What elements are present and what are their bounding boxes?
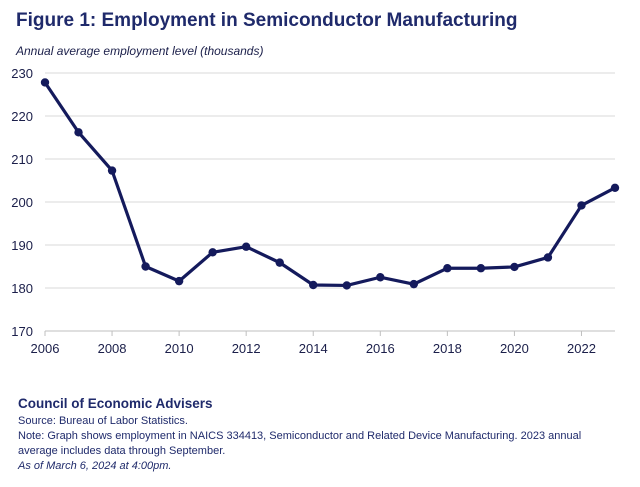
x-tick-label: 2006 [31,341,60,356]
data-point [342,281,351,290]
line-chart: 170 180 190 200 210 220 230 2006 2008 2010 2012 201… [11,66,620,356]
data-point [510,262,519,272]
data-point [409,279,419,289]
y-tick-label: 190 [11,238,33,253]
data-point [174,276,184,286]
y-tick-label: 200 [11,195,33,210]
chart-footer: Council of Economic Advisers Source: Bur… [18,396,618,474]
data-point [107,166,117,175]
series-line [43,80,617,288]
x-tick-label: 2016 [366,341,395,356]
data-point [208,248,217,257]
data-point [543,253,553,262]
data-point [275,258,284,267]
data-point [610,183,620,193]
footer-note: Note: Graph shows employment in NAICS 33… [18,430,582,457]
y-tick-label: 230 [11,66,33,81]
data-point [141,262,150,271]
y-axis-label: Annual average employment level (thousan… [16,44,264,58]
x-tick-label: 2012 [232,341,261,356]
y-tick-label: 180 [11,281,33,296]
x-tick-label: 2014 [299,341,328,356]
x-tick-label: 2022 [567,341,596,356]
x-tick-label: 2020 [500,341,529,356]
data-point [476,264,486,273]
data-point [443,264,452,273]
data-point [40,78,50,87]
y-tick-label: 170 [11,324,33,339]
data-point [309,280,318,290]
data-point [241,242,251,251]
footer-source: Source: Bureau of Labor Statistics. [18,415,188,427]
footer-date: As of March 6, 2024 at 4:00pm. [18,460,172,472]
data-point [74,128,83,137]
footer-organization: Council of Economic Advisers [18,396,213,411]
x-tick-label: 2008 [98,341,127,356]
chart-title: Figure 1: Employment in Semiconductor Ma… [16,10,518,31]
y-tick-label: 220 [11,109,33,124]
data-point [376,273,385,282]
data-point [577,201,586,210]
x-tick-label: 2010 [165,341,194,356]
x-tick-label: 2018 [433,341,462,356]
y-tick-label: 210 [11,152,33,167]
